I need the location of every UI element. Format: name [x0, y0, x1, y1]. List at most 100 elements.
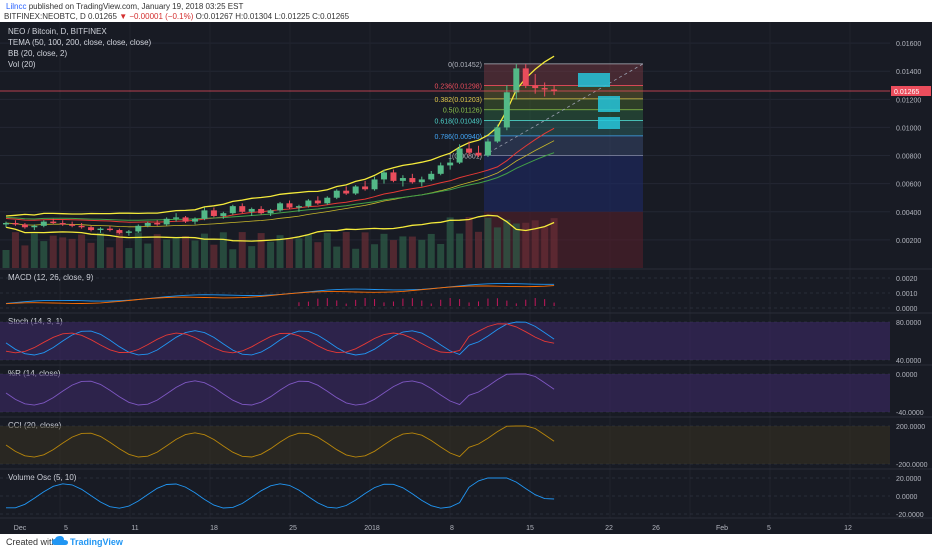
volume-bar: [21, 245, 29, 268]
price-tick-label: 0.01200: [896, 97, 921, 104]
macd-histogram-bar: [392, 301, 394, 306]
projection-box[interactable]: [598, 96, 620, 112]
volume-bar: [541, 226, 549, 268]
candle-body: [163, 218, 170, 225]
fib-label: 0.618(0.01049): [435, 119, 482, 126]
volume-bar: [408, 236, 416, 268]
macd-tick-label: 0.0010: [896, 291, 918, 298]
volume-bar: [11, 232, 19, 268]
wpr-band: [0, 374, 890, 412]
volume-bar: [371, 244, 379, 268]
candle-body: [69, 224, 76, 226]
candle-body: [144, 223, 151, 226]
volume-bar: [68, 238, 76, 268]
volume-bar: [172, 236, 180, 268]
projection-box[interactable]: [598, 117, 620, 129]
stoch-tick-label: 40.0000: [896, 358, 921, 365]
projection-box[interactable]: [578, 73, 610, 87]
macd-histogram-bar: [430, 303, 432, 306]
fib-label: 0.382(0.01203): [435, 97, 482, 104]
macd-histogram-bar: [345, 303, 347, 306]
candle-body: [428, 173, 435, 180]
volume-bar: [30, 233, 38, 268]
volume-bar: [78, 234, 86, 268]
candle-body: [277, 203, 284, 211]
stoch-band: [0, 322, 890, 360]
macd-histogram-bar: [336, 300, 338, 306]
candles: [3, 64, 558, 236]
price-pane[interactable]: [0, 22, 890, 268]
time-tick-label: 18: [210, 525, 218, 532]
author-link[interactable]: Lilncc: [6, 2, 27, 11]
price-tick-label: 0.00600: [896, 182, 921, 189]
fib-label: 0.5(0.01126): [443, 108, 482, 115]
candle-body: [447, 162, 454, 166]
volume-bar: [295, 238, 303, 268]
fib-trend-line: [483, 63, 644, 156]
macd-histogram-bar: [421, 300, 423, 306]
volume-bar: [153, 234, 161, 268]
fib-zone: [484, 135, 643, 156]
publish-info: published on TradingView.com, January 19…: [28, 2, 244, 11]
candle-body: [182, 217, 189, 222]
fib-zone: [484, 211, 643, 268]
candle-body: [522, 68, 529, 86]
candle-body: [418, 179, 425, 183]
price-tick-label: 0.01400: [896, 69, 921, 76]
chart-area[interactable]: 0(0.01452) 0.236(0.01298) 0.382(0.01203) 0.…: [0, 22, 932, 534]
candle-body: [295, 206, 302, 208]
macd-histogram-bar: [355, 299, 357, 306]
macd-histogram-bar: [534, 298, 536, 306]
volume-bar: [210, 244, 218, 268]
candle-body: [305, 200, 312, 207]
ohlc: O:0.01267 H:0.01304 L:0.01225 C:0.01265: [195, 12, 350, 21]
volume-bar: [550, 218, 558, 268]
vosc-title: Volume Osc (5, 10): [8, 473, 77, 482]
volume-bar: [257, 233, 265, 268]
macd-histogram-bar: [553, 302, 555, 306]
candle-body: [239, 206, 246, 212]
price-axis[interactable]: [890, 22, 932, 518]
bb-legend: BB (20, close, 2): [8, 49, 67, 58]
stoch-tick-label: 80.0000: [896, 320, 921, 327]
macd-histogram-bar: [449, 298, 451, 306]
candle-body: [409, 178, 416, 183]
fib-label: 0.236(0.01298): [435, 84, 482, 91]
vosc-tick-label: 0.0000: [896, 494, 918, 501]
tradingview-brand[interactable]: TradingView: [70, 537, 123, 547]
candle-body: [12, 223, 19, 225]
tema-100-line: [5, 152, 555, 221]
time-tick-label: 15: [526, 525, 534, 532]
macd-series-line: [5, 285, 555, 305]
macd-histogram-bar: [364, 298, 366, 306]
candle-body: [333, 190, 340, 198]
time-tick-label: 5: [767, 525, 771, 532]
volume-bar: [2, 250, 10, 268]
candle-body: [59, 223, 66, 225]
volume-bar: [484, 217, 492, 268]
volume-bar: [200, 233, 208, 268]
macd-histogram-bar: [317, 298, 319, 306]
volume-bar: [352, 248, 360, 268]
fibonacci-retracement[interactable]: 0(0.01452) 0.236(0.01298) 0.382(0.01203) 0.…: [435, 62, 644, 268]
stoch-series-line: [5, 321, 555, 356]
tradingview-cloud-icon: [52, 536, 68, 545]
candle-body: [154, 223, 161, 225]
macd-tick-label: 0.0000: [896, 306, 918, 313]
volume-bar: [267, 241, 275, 268]
wpr-title: %R (14, close): [8, 369, 61, 378]
candle-body: [532, 85, 539, 89]
time-tick-label: 2018: [364, 525, 380, 532]
candle-body: [31, 225, 38, 228]
cci-band: [0, 426, 890, 464]
volume-bar: [323, 232, 331, 268]
candle-body: [220, 213, 227, 216]
chart-svg[interactable]: 0(0.01452) 0.236(0.01298) 0.382(0.01203) 0.…: [0, 22, 932, 534]
candle-body: [513, 68, 520, 93]
macd-tick-label: 0.0020: [896, 276, 918, 283]
macd-histogram-bar: [496, 298, 498, 306]
wpr-tick-label: 0.0000: [896, 372, 918, 379]
time-tick-label: 22: [605, 525, 613, 532]
bb-lower-line: [5, 214, 555, 242]
volume-bar: [333, 246, 341, 268]
